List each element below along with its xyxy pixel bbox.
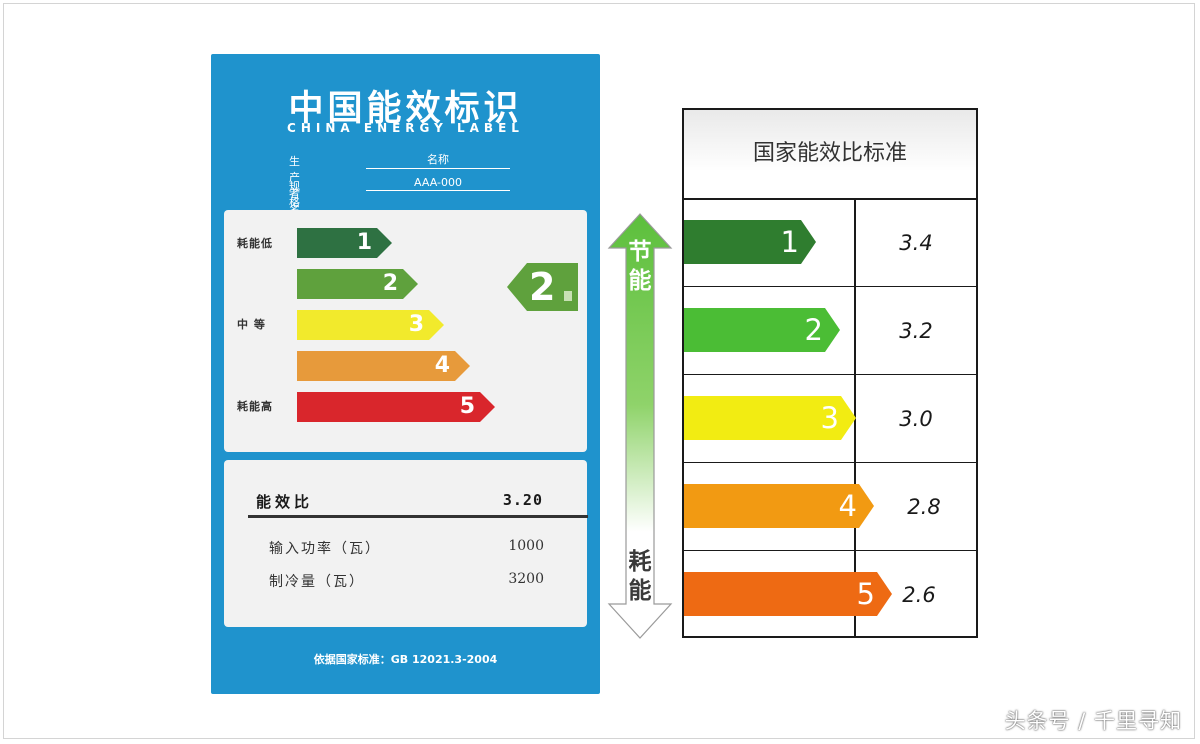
efficiency-standard-table: 国家能效比标准 1 3.4 2 3.2 3 3.0 4 2.8 5 2.6 (682, 108, 978, 638)
grade-number: 4 (434, 353, 450, 378)
image-frame (3, 3, 1195, 739)
double-arrow-icon (607, 213, 673, 639)
spec-panel: 能效比 3.20 输入功率（瓦） 1000 制冷量（瓦） 3200 (224, 460, 588, 627)
grade-number: 2 (804, 313, 823, 347)
grades-panel: 耗能低 中 等 耗能高 1 2 3 4 5 (224, 210, 587, 452)
label-subtitle: CHINA ENERGY LABEL (287, 121, 524, 135)
grade-marker (564, 291, 572, 301)
standard-bar-2: 2 (684, 308, 840, 352)
table-title: 国家能效比标准 (684, 110, 976, 200)
grade-bar-3: 3 (297, 310, 444, 340)
info-value: AAA-000 (366, 176, 510, 191)
grade-label-high: 耗能高 (237, 400, 273, 413)
energy-consuming-label: 耗 能 (617, 548, 663, 606)
standard-value-5: 2.6 (902, 583, 936, 607)
efficiency-ratio-label: 能效比 (256, 493, 314, 511)
standard-bar-4: 4 (684, 484, 874, 528)
row-divider (684, 374, 976, 375)
grade-label-mid: 中 等 (237, 318, 266, 331)
grade-bar-2: 2 (297, 269, 418, 299)
row-divider (684, 286, 976, 287)
source-watermark: 头条号 / 千里寻知 (1004, 709, 1182, 733)
standard-value-1: 3.4 (899, 231, 933, 255)
national-standard-text: 依据国家标准：GB 12021.3-2004 (313, 653, 498, 666)
spec-divider (248, 515, 588, 518)
standard-bar-5: 5 (684, 572, 892, 616)
standard-bar-1: 1 (684, 220, 816, 264)
label-char: 节 (628, 239, 652, 265)
grade-number: 2 (382, 271, 398, 296)
grade-number: 5 (459, 394, 475, 419)
input-power-label: 输入功率（瓦） (269, 541, 381, 557)
label-title: 中国能效标识 (288, 89, 523, 129)
grade-number: 1 (356, 230, 372, 255)
info-value: 名称 (366, 151, 510, 169)
cooling-capacity-value: 3200 (508, 571, 544, 587)
grade-bar-1: 1 (297, 228, 392, 258)
grade-bar-5: 5 (297, 392, 495, 422)
standard-value-3: 3.0 (899, 407, 933, 431)
grade-number: 3 (408, 312, 424, 337)
label-char: 能 (628, 268, 652, 294)
grade-number: 5 (856, 577, 875, 611)
current-grade-number: 2 (529, 265, 556, 309)
grade-bar-4: 4 (297, 351, 470, 381)
label-char: 耗 (628, 549, 652, 575)
row-divider (684, 462, 976, 463)
input-power-value: 1000 (508, 538, 544, 554)
cooling-capacity-label: 制冷量（瓦） (269, 574, 365, 590)
grade-number: 1 (780, 225, 799, 259)
energy-saving-label: 节 能 (617, 238, 663, 296)
energy-scale-arrow: 节 能 耗 能 (607, 212, 673, 644)
label-char: 能 (628, 578, 652, 604)
efficiency-ratio-value: 3.20 (502, 491, 543, 509)
row-divider (684, 550, 976, 551)
standard-value-2: 3.2 (899, 319, 933, 343)
standard-bar-3: 3 (684, 396, 856, 440)
standard-value-4: 2.8 (907, 495, 941, 519)
grade-label-low: 耗能低 (237, 237, 273, 250)
grade-number: 4 (838, 489, 857, 523)
grade-number: 3 (820, 401, 839, 435)
